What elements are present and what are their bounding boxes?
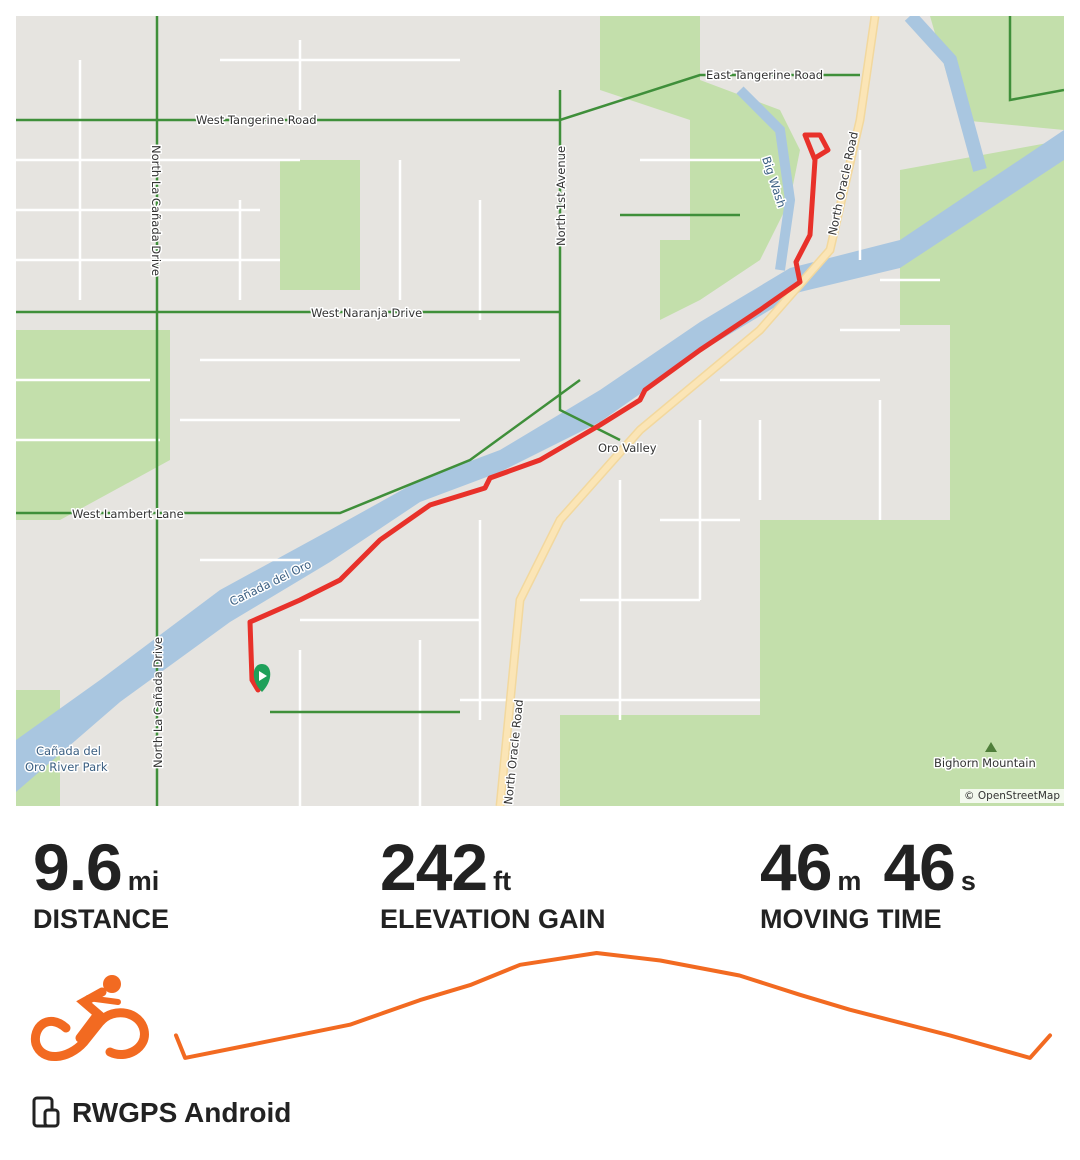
minutes-value: 46 <box>760 830 832 904</box>
elevation-stat: 242 ft ELEVATION GAIN <box>380 832 606 935</box>
seconds-unit: s <box>960 866 976 896</box>
river-branch-north <box>904 16 987 172</box>
elevation-profile <box>174 951 1052 1060</box>
label-north-1st: North 1st Avenue <box>554 146 568 246</box>
start-marker[interactable] <box>253 664 271 692</box>
label-la-canada-bottom: North La Cañada Drive <box>151 637 165 768</box>
label-west-naranja: West Naranja Drive <box>311 306 422 320</box>
elevation-label: ELEVATION GAIN <box>380 904 606 934</box>
green-roads <box>16 16 1064 806</box>
distance-label: DISTANCE <box>33 904 170 934</box>
cycling-icon <box>30 975 149 1061</box>
elevation-profile-line <box>174 951 1052 1060</box>
label-west-lambert: West Lambert Lane <box>72 507 184 521</box>
distance-stat: 9.6 mi DISTANCE <box>33 832 169 935</box>
elevation-value: 242 <box>380 830 488 904</box>
oracle-road-fill <box>497 16 878 806</box>
peak-icon <box>985 742 997 752</box>
device-label: RWGPS Android <box>72 1097 292 1128</box>
label-park-1: Cañada del <box>36 744 101 758</box>
moving-time-stat: 46 m 46 s MOVING TIME <box>760 832 976 935</box>
big-wash <box>736 86 796 271</box>
distance-value: 9.6 <box>33 830 123 904</box>
label-east-tangerine: East Tangerine Road <box>706 68 823 82</box>
route-map[interactable]: East Tangerine Road West Tangerine Road … <box>16 16 1064 806</box>
label-bighorn: Bighorn Mountain <box>934 756 1036 770</box>
distance-unit: mi <box>127 866 160 896</box>
route-line <box>247 132 831 693</box>
moving-time-label: MOVING TIME <box>760 904 942 934</box>
label-park-2: Oro River Park <box>25 760 108 774</box>
label-la-canada-top: North La Cañada Drive <box>149 145 163 276</box>
label-oro-valley: Oro Valley <box>598 441 657 455</box>
minutes-unit: m <box>837 866 862 896</box>
phone-watch-icon <box>32 1096 60 1128</box>
label-west-tangerine: West Tangerine Road <box>196 113 317 127</box>
device-info: RWGPS Android <box>32 1096 291 1130</box>
map-attribution[interactable]: © OpenStreetMap <box>960 789 1064 803</box>
seconds-value: 46 <box>883 830 955 904</box>
elevation-unit: ft <box>493 866 512 896</box>
